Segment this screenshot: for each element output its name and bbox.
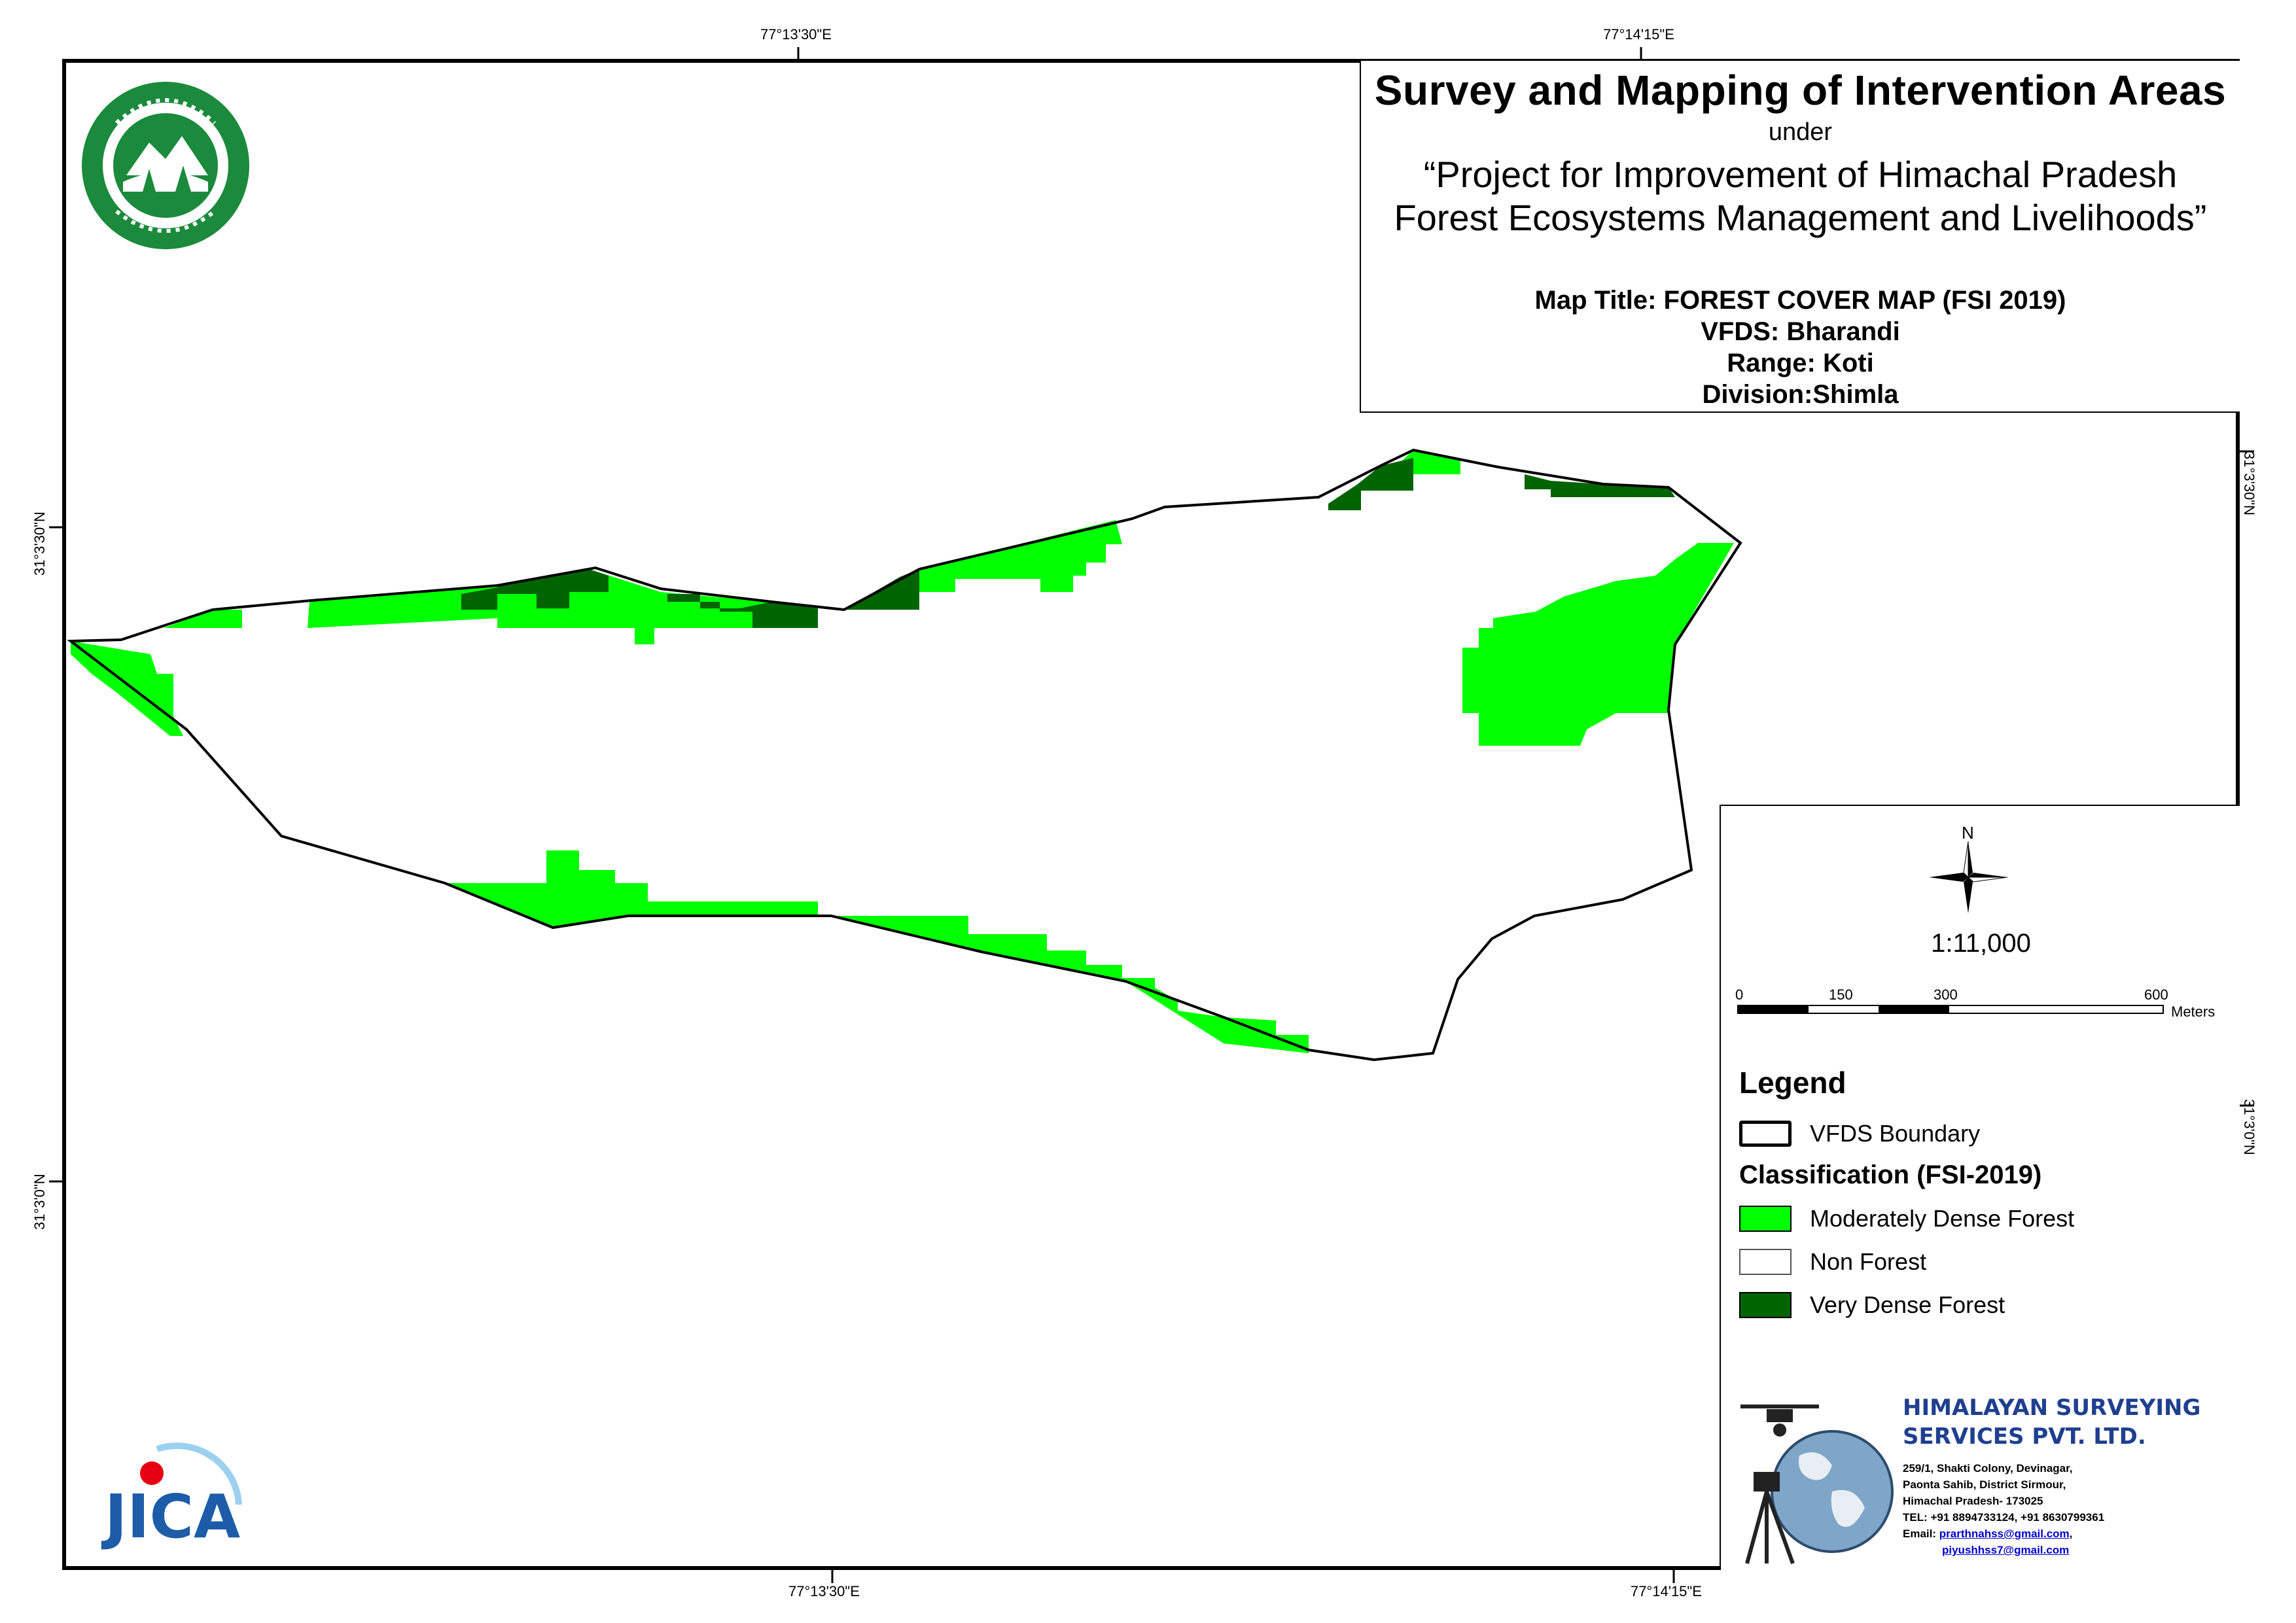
- vfds-name: VFDS: Bharandi: [1701, 317, 1900, 346]
- legend-title: Legend: [1739, 1066, 1846, 1100]
- scale-tick-300: 300: [1934, 986, 1958, 1003]
- company-name-line1: HIMALAYAN SURVEYING: [1903, 1395, 2201, 1421]
- vfds-boundary: [67, 448, 1742, 1062]
- legend-item-very-dense: Very Dense Forest: [1739, 1291, 2005, 1319]
- drone-globe-logo: [1740, 1405, 1894, 1565]
- forest-department-seal-logo: [82, 82, 249, 249]
- map-header-subtitle: under: [1768, 118, 1833, 146]
- project-title-line1: “Project for Improvement of Himachal Pra…: [1423, 154, 2178, 195]
- company-email-row: Email: prarthnahss@gmail.com,: [1903, 1526, 2104, 1542]
- boundary-swatch: [1739, 1121, 1792, 1147]
- company-email-row-2: piyushhss7@gmail.com: [1903, 1542, 2104, 1558]
- longitude-label-bottom-right: 77°14'15"E: [1631, 1583, 1702, 1599]
- title-panel: Survey and Mapping of Intervention Areas…: [1360, 61, 2240, 270]
- address-line2: Paonta Sahib, District Sirmour,: [1903, 1478, 2066, 1491]
- email-link-1[interactable]: prarthnahss@gmail.com: [1939, 1527, 2070, 1540]
- scale-unit: Meters: [2171, 1003, 2216, 1020]
- map-title: Map Title: FOREST COVER MAP (FSI 2019): [1534, 286, 2066, 315]
- division-name: Division:Shimla: [1702, 380, 1899, 409]
- legend-boundary-label: VFDS Boundary: [1810, 1120, 1981, 1147]
- legend-class-label: Non Forest: [1810, 1248, 1927, 1275]
- project-title-line2: Forest Ecosystems Management and Livelih…: [1394, 197, 2207, 238]
- company-panel: HIMALAYAN SURVEYING SERVICES PVT. LTD. 2…: [1720, 1384, 2240, 1570]
- legend-item-non-forest: Non Forest: [1739, 1248, 1926, 1276]
- map-info-panel: Map Title: FOREST COVER MAP (FSI 2019) V…: [1360, 269, 2240, 413]
- scale-tick-150: 150: [1829, 986, 1853, 1003]
- email-link-2[interactable]: piyushhss7@gmail.com: [1942, 1544, 2070, 1556]
- legend-class-label: Moderately Dense Forest: [1810, 1205, 2075, 1232]
- address-line3: Himachal Pradesh- 173025: [1903, 1495, 2043, 1507]
- longitude-label-top-left: 77°13'30"E: [760, 26, 832, 43]
- legend-panel: Legend VFDS Boundary Classification (FSI…: [1720, 1031, 2240, 1386]
- company-address: 259/1, Shakti Colony, Devinagar, Paonta …: [1903, 1460, 2104, 1558]
- company-name: HIMALAYAN SURVEYING SERVICES PVT. LTD.: [1903, 1393, 2200, 1451]
- map-header-title: Survey and Mapping of Intervention Areas: [1374, 67, 2227, 114]
- moderately-dense-forest-patches: [71, 450, 1734, 1053]
- scale-bar: [1737, 1005, 2164, 1014]
- classification-title: Classification (FSI-2019): [1739, 1161, 2042, 1189]
- svg-text:JICA: JICA: [101, 1482, 240, 1550]
- scale-ratio: 1:11,000: [1931, 929, 2031, 958]
- longitude-label-bottom-left: 77°13'30"E: [788, 1583, 860, 1599]
- jica-logo: JICA: [101, 1442, 242, 1550]
- company-phone: TEL: +91 8894733124, +91 8630799361: [1903, 1511, 2105, 1524]
- legend-item-moderately-dense: Moderately Dense Forest: [1739, 1205, 2074, 1232]
- email-separator: ,: [2069, 1527, 2073, 1540]
- scale-panel: N 1:11,000 0 150 300 600 Meters: [1720, 805, 2240, 1032]
- moderately-dense-swatch: [1739, 1206, 1792, 1232]
- company-name-line2: SERVICES PVT. LTD.: [1903, 1423, 2146, 1450]
- very-dense-swatch: [1739, 1292, 1792, 1318]
- longitude-label-top-right: 77°14'15"E: [1603, 26, 1674, 43]
- scale-tick-0: 0: [1735, 986, 1744, 1003]
- graticule-ticks: [49, 47, 2254, 1583]
- north-label: N: [1962, 823, 1974, 843]
- address-line1: 259/1, Shakti Colony, Devinagar,: [1903, 1462, 2073, 1475]
- scale-tick-600: 600: [2144, 986, 2168, 1003]
- non-forest-swatch: [1739, 1249, 1792, 1275]
- legend-class-label: Very Dense Forest: [1810, 1291, 2005, 1318]
- email-label: Email:: [1903, 1527, 1939, 1540]
- range-name: Range: Koti: [1727, 349, 1874, 377]
- north-arrow-icon: [1929, 841, 2007, 913]
- legend-item-boundary: VFDS Boundary: [1739, 1120, 1980, 1147]
